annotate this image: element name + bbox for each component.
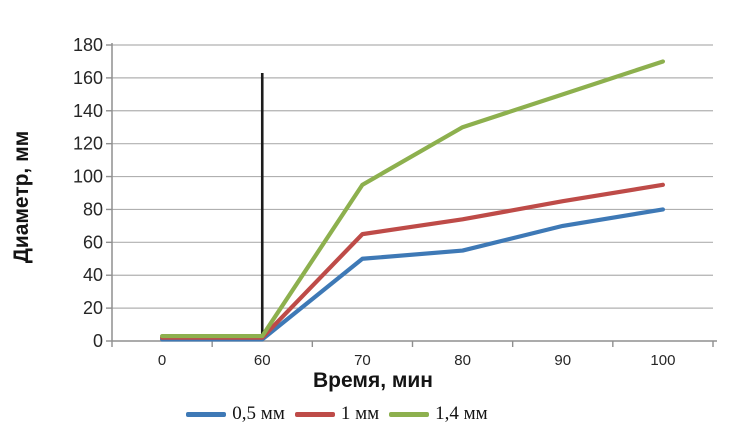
legend-item: 0,5 мм (186, 403, 285, 425)
x-tick-label: 60 (254, 352, 271, 369)
y-tick-label: 140 (73, 101, 103, 121)
legend-line-swatch-icon (186, 411, 227, 417)
x-tick-label: 70 (354, 352, 371, 369)
legend-label: 1 мм (340, 403, 380, 424)
x-tick-label: 90 (554, 352, 571, 369)
y-tick-label: 100 (73, 167, 103, 187)
legend-item: 1 мм (294, 403, 380, 425)
legend-item: 1,4 мм (389, 403, 488, 425)
y-tick-label: 0 (93, 331, 103, 351)
y-tick-label: 40 (83, 265, 103, 285)
series-line-2 (159, 59, 666, 339)
x-tick-label: 0 (158, 352, 166, 369)
series-line-0 (159, 207, 666, 342)
x-axis-title: Время, мин (313, 369, 433, 392)
y-tick-label: 20 (83, 298, 103, 318)
y-tick-label: 120 (73, 134, 103, 154)
legend-label: 1,4 мм (435, 403, 488, 424)
y-tick-label: 80 (83, 199, 103, 219)
y-tick-label: 160 (73, 68, 103, 88)
legend-label: 0,5 мм (232, 403, 285, 424)
legend-line-swatch-icon (389, 411, 430, 417)
x-tick-label: 100 (650, 352, 675, 369)
y-tick-label: 60 (83, 232, 103, 252)
series-line-1 (159, 182, 666, 340)
x-tick-label: 80 (454, 352, 471, 369)
y-tick-label: 180 (73, 35, 103, 55)
legend-line-swatch-icon (294, 411, 335, 417)
y-axis-title: Диаметр, мм (10, 130, 33, 264)
chart-legend: 0,5 мм 1 мм 1,4 мм (0, 403, 674, 425)
